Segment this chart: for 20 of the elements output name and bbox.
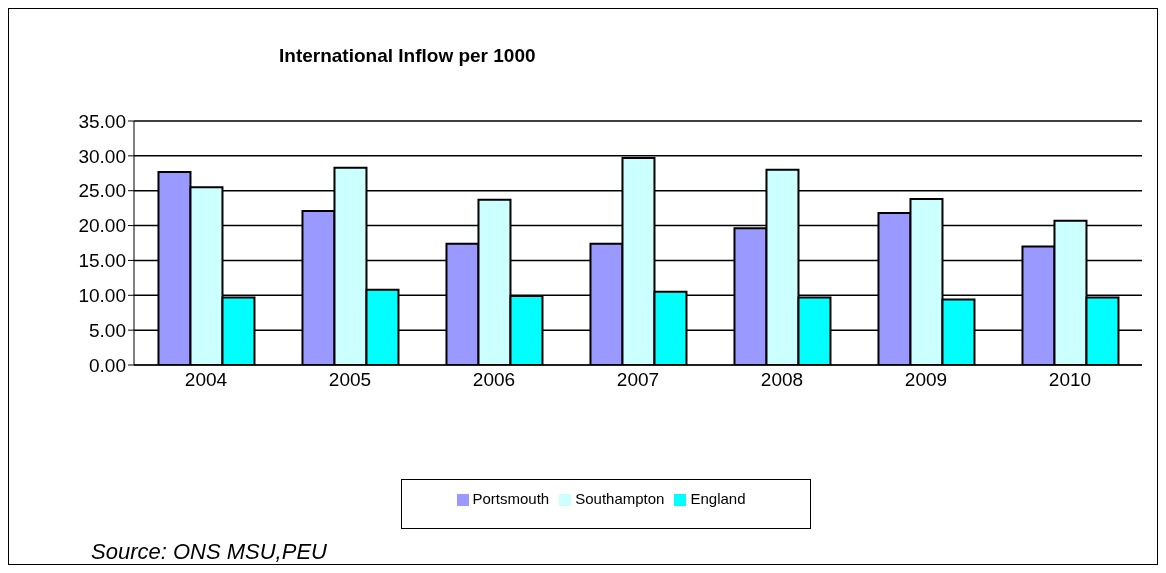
legend-label: England — [690, 490, 746, 507]
y-tick-label: 0.00 — [89, 354, 126, 376]
y-tick-label: 25.00 — [78, 180, 126, 202]
y-tick-label: 20.00 — [78, 215, 126, 237]
source-note: Source: ONS MSU,PEU — [91, 539, 327, 565]
legend-label: Portsmouth — [472, 490, 550, 507]
x-tick-label: 2004 — [184, 369, 228, 391]
x-tick-label: 2006 — [472, 369, 516, 391]
x-tick-label: 2010 — [1048, 369, 1092, 391]
x-tick-label: 2005 — [328, 369, 372, 391]
x-tick-label: 2009 — [904, 369, 948, 391]
chart-title: International Inflow per 1000 — [279, 45, 536, 67]
y-tick-label: 10.00 — [78, 285, 126, 307]
y-tick-label: 30.00 — [78, 145, 126, 167]
y-tick-label: 15.00 — [78, 250, 126, 272]
y-tick-label: 35.00 — [78, 110, 126, 132]
x-tick-label: 2007 — [616, 369, 660, 391]
y-tick-label: 5.00 — [89, 319, 126, 341]
legend-label: Southampton — [575, 490, 665, 507]
x-tick-label: 2008 — [760, 369, 804, 391]
